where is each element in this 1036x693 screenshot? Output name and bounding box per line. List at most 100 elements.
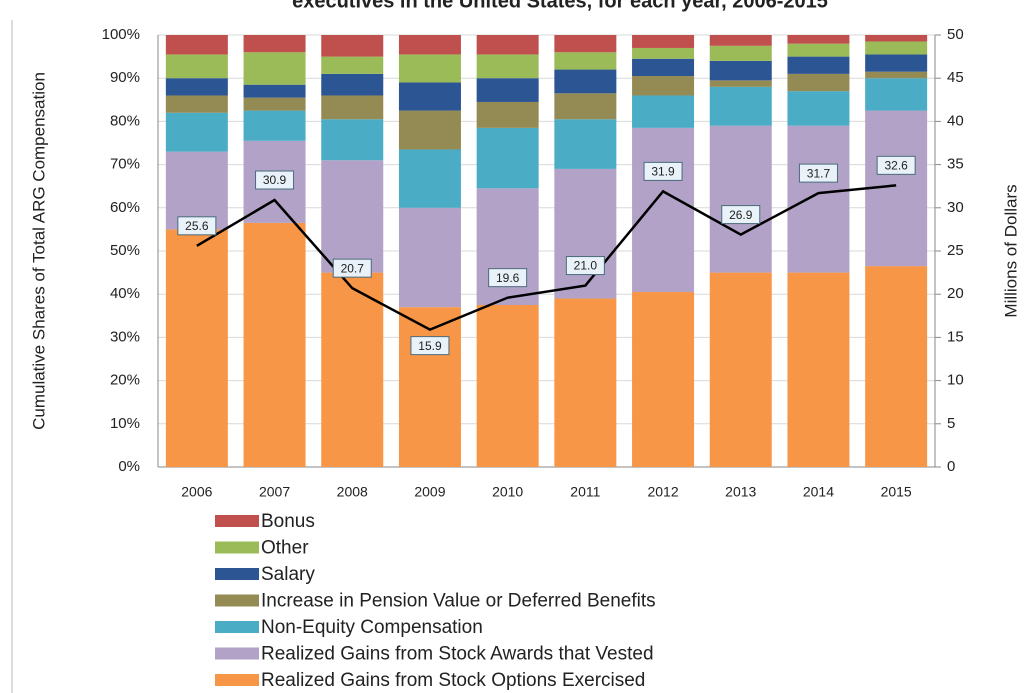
value-label-box bbox=[255, 170, 295, 190]
bar-segment bbox=[243, 110, 306, 141]
bar-segment bbox=[398, 82, 461, 111]
bar-segment bbox=[865, 266, 928, 467]
legend-swatch bbox=[215, 568, 259, 580]
y2-tick-label: 40 bbox=[947, 112, 964, 129]
bar-segment bbox=[865, 35, 928, 42]
bar-segment bbox=[865, 78, 928, 111]
y-tick-label: 30% bbox=[110, 328, 140, 345]
value-label: 31.9 bbox=[651, 165, 675, 179]
bar-segment bbox=[632, 35, 695, 48]
bar-segment bbox=[476, 188, 539, 305]
bar-segment bbox=[476, 35, 539, 55]
legend-swatch bbox=[215, 647, 259, 660]
bar-segment bbox=[321, 95, 384, 120]
value-label: 15.9 bbox=[418, 339, 442, 353]
y-tick-label: 80% bbox=[110, 112, 140, 129]
bar-segment bbox=[709, 80, 772, 87]
bar-segment bbox=[632, 127, 695, 293]
bar-segment bbox=[632, 95, 695, 128]
y2-tick-label: 50 bbox=[947, 26, 964, 43]
bar-segment bbox=[165, 54, 228, 79]
bar-segment bbox=[321, 56, 384, 74]
legend-label: Salary bbox=[261, 564, 315, 585]
value-label: 21.0 bbox=[574, 259, 598, 273]
bar-segment bbox=[165, 35, 228, 55]
bar-segment bbox=[709, 272, 772, 467]
bar-segment bbox=[865, 54, 928, 72]
bar-segment bbox=[865, 71, 928, 79]
bar-segment bbox=[398, 35, 461, 55]
y-tick-label: 70% bbox=[110, 156, 140, 173]
bar-segment bbox=[321, 272, 384, 467]
x-tick-label: 2015 bbox=[881, 484, 912, 500]
x-tick-label: 2009 bbox=[414, 484, 445, 500]
bar-segment bbox=[554, 119, 617, 169]
value-label-box bbox=[177, 216, 217, 236]
bar-segment bbox=[787, 91, 850, 126]
value-label-box bbox=[643, 161, 683, 181]
y-tick-label: 100% bbox=[102, 26, 140, 43]
y-tick-label: 50% bbox=[110, 242, 140, 259]
y-tick-label: 60% bbox=[110, 199, 140, 216]
bar-segment bbox=[165, 112, 228, 152]
bar-segment bbox=[709, 60, 772, 81]
legend-swatch bbox=[215, 541, 259, 554]
bar-segment bbox=[554, 93, 617, 120]
y2-tick-label: 10 bbox=[947, 372, 964, 389]
bar-segment bbox=[476, 127, 539, 189]
bar-segment bbox=[165, 95, 228, 113]
bar-segment bbox=[554, 168, 617, 299]
bar-segment bbox=[321, 35, 384, 57]
value-label: 19.6 bbox=[496, 271, 520, 285]
legend-label: Bonus bbox=[261, 511, 315, 532]
bar-segment bbox=[165, 229, 228, 467]
bar-segment bbox=[476, 305, 539, 467]
y-tick-label: 40% bbox=[110, 285, 140, 302]
x-tick-label: 2008 bbox=[337, 484, 368, 500]
bar-segment bbox=[709, 35, 772, 46]
y2-tick-label: 30 bbox=[947, 199, 964, 216]
legend-label: Non-Equity Compensation bbox=[261, 617, 483, 638]
y-tick-label: 0% bbox=[118, 458, 140, 475]
y-tick-label: 20% bbox=[110, 372, 140, 389]
y-tick-label: 10% bbox=[110, 415, 140, 432]
bar-segment bbox=[554, 69, 617, 94]
bar-segment bbox=[709, 125, 772, 273]
bar-segment bbox=[321, 160, 384, 273]
bar-segment bbox=[398, 54, 461, 83]
y-tick-label: 90% bbox=[110, 69, 140, 86]
value-label-box bbox=[488, 268, 528, 288]
value-label: 26.9 bbox=[729, 208, 753, 222]
x-tick-label: 2013 bbox=[725, 484, 756, 500]
value-label: 30.9 bbox=[263, 173, 287, 187]
x-tick-label: 2007 bbox=[259, 484, 290, 500]
bar-segment bbox=[787, 43, 850, 57]
bar-segment bbox=[632, 47, 695, 59]
bar-segment bbox=[476, 101, 539, 128]
x-tick-label: 2006 bbox=[181, 484, 212, 500]
legend-swatch bbox=[215, 674, 259, 686]
y2-tick-label: 45 bbox=[947, 69, 964, 86]
bar-segment bbox=[787, 56, 850, 74]
y2-tick-label: 35 bbox=[947, 156, 964, 173]
bar-segment bbox=[321, 73, 384, 96]
legend-swatch bbox=[215, 515, 259, 527]
value-label: 25.6 bbox=[185, 219, 209, 233]
bar-segment bbox=[398, 149, 461, 208]
value-label-box bbox=[721, 205, 761, 225]
legend-label: Increase in Pension Value or Deferred Be… bbox=[261, 591, 656, 612]
y2-axis-title: Millions of Dollars bbox=[1001, 184, 1020, 317]
value-label-box bbox=[410, 336, 450, 356]
bar-segment bbox=[787, 272, 850, 467]
bar-segment bbox=[709, 86, 772, 126]
x-tick-label: 2014 bbox=[803, 484, 834, 500]
bar-segment bbox=[865, 41, 928, 55]
bar-segment bbox=[476, 78, 539, 102]
bar-segment bbox=[554, 298, 617, 467]
legend-swatch bbox=[215, 594, 259, 607]
y2-tick-label: 20 bbox=[947, 285, 964, 302]
bar-segment bbox=[476, 54, 539, 79]
bar-segment bbox=[243, 84, 306, 98]
y2-tick-label: 15 bbox=[947, 328, 964, 345]
